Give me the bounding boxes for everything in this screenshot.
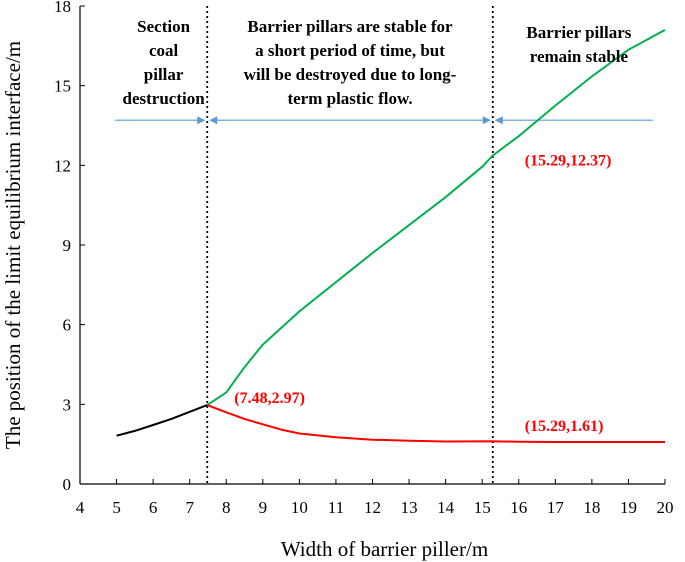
region-label: Section coal pillar destruction [123, 17, 206, 108]
x-tick-label: 19 [620, 498, 637, 517]
region-label: Barrier pillars are stable for a short pe… [244, 17, 457, 108]
y-tick-label: 18 [54, 0, 71, 16]
region-label-line: Section [137, 17, 190, 36]
region-label-line: pillar [144, 65, 184, 84]
region-label-line: destruction [123, 89, 206, 108]
region-label-line: will be destroyed due to long- [244, 65, 457, 84]
y-ticks: 0 3 6 9 12 15 18 [54, 0, 85, 494]
region-descriptions: Section coal pillar destruction Barrier pill… [123, 17, 632, 108]
series-line [206, 29, 666, 406]
region-label-line: term plastic flow. [287, 89, 412, 108]
region-label-line: Barrier pillars are stable for [247, 17, 453, 36]
series-group [116, 29, 666, 443]
arrow-head [482, 116, 491, 125]
x-tick-label: 6 [149, 498, 158, 517]
point-label: (7.48,2.97) [234, 390, 305, 407]
point-label: (15.29,1.61) [525, 418, 604, 435]
x-ticks: 4 5 6 7 8 9 10 11 12 13 14 15 16 17 18 19 20 [76, 479, 674, 517]
region-arrows [115, 116, 653, 125]
region-label-line: remain stable [530, 47, 629, 66]
arrow-head [209, 116, 218, 125]
region-label-line: Barrier pillars [526, 23, 631, 42]
region-label-line: coal [149, 41, 179, 60]
y-tick-label: 15 [54, 77, 71, 96]
x-tick-label: 13 [401, 498, 418, 517]
x-tick-label: 4 [76, 498, 85, 517]
x-tick-label: 5 [112, 498, 121, 517]
x-tick-label: 11 [328, 498, 344, 517]
x-tick-label: 16 [510, 498, 527, 517]
series-line [206, 404, 665, 443]
y-tick-label: 3 [63, 395, 72, 414]
x-tick-label: 14 [437, 498, 455, 517]
y-axis-label: The position of the limit equilibrium in… [1, 41, 25, 449]
x-tick-label: 10 [291, 498, 308, 517]
y-tick-label: 12 [54, 156, 71, 175]
region-label: Barrier pillars remain stable [526, 23, 631, 66]
x-tick-label: 12 [364, 498, 381, 517]
point-annotations: (7.48,2.97) (15.29,12.37) (15.29,1.61) [234, 153, 611, 436]
x-tick-label: 18 [583, 498, 600, 517]
x-tick-label: 7 [185, 498, 194, 517]
x-tick-label: 9 [259, 498, 268, 517]
y-tick-label: 9 [63, 236, 72, 255]
x-tick-label: 20 [657, 498, 674, 517]
y-tick-label: 6 [63, 316, 72, 335]
x-tick-label: 17 [547, 498, 565, 517]
series-line [116, 404, 208, 437]
x-tick-label: 8 [222, 498, 231, 517]
point-label: (15.29,12.37) [525, 153, 612, 170]
region-label-line: a short period of time, but [255, 41, 445, 60]
y-tick-label: 0 [63, 475, 72, 494]
arrow-head [197, 116, 206, 125]
arrow-head [494, 116, 503, 125]
x-tick-label: 15 [474, 498, 491, 517]
x-axis-label: Width of barrier piller/m [281, 537, 488, 561]
